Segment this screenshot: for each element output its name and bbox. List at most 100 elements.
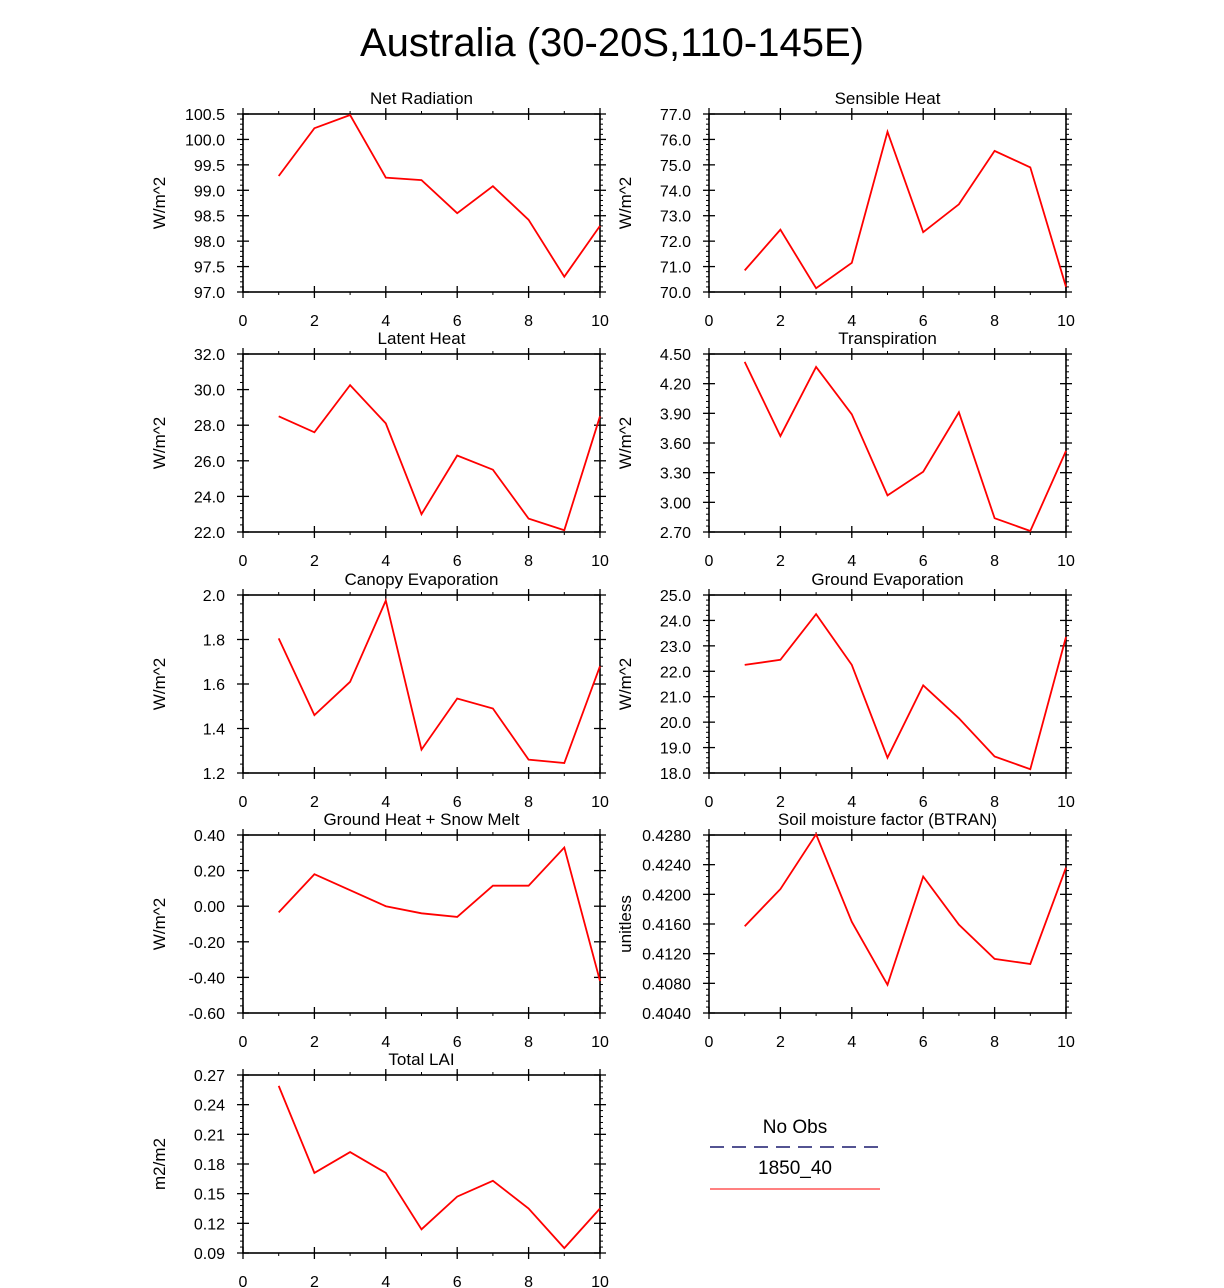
series-line-1850-40 xyxy=(744,832,1067,988)
panel-total-lai: Total LAI m2/m2 0 2 4 6 8 10 0.09 0.12 0.15 0.18 0.2… xyxy=(150,1050,609,1288)
y-axis-label: W/m^2 xyxy=(616,417,635,469)
y-axis-label: W/m^2 xyxy=(150,898,169,950)
x-tick-label: 6 xyxy=(453,1274,462,1288)
x-tick-label: 10 xyxy=(591,1274,609,1288)
y-tick-label: 25.0 xyxy=(660,588,691,605)
x-tick-label: 0 xyxy=(705,794,714,811)
x-tick-label: 4 xyxy=(381,553,390,570)
x-tick-label: 2 xyxy=(776,553,785,570)
panel-title: Ground Heat + Snow Melt xyxy=(323,810,519,829)
x-tick-label: 2 xyxy=(776,313,785,330)
panel-title: Total LAI xyxy=(388,1050,454,1069)
y-tick-label: 1.2 xyxy=(203,766,225,783)
y-axis-label: W/m^2 xyxy=(616,658,635,710)
y-tick-label: 2.0 xyxy=(203,588,225,605)
x-tick-label: 10 xyxy=(1057,313,1075,330)
y-axis-label: W/m^2 xyxy=(150,658,169,710)
y-axis-label: W/m^2 xyxy=(150,177,169,229)
x-tick-label: 10 xyxy=(591,313,609,330)
x-tick-label: 4 xyxy=(381,1274,390,1288)
y-tick-label: 73.0 xyxy=(660,209,691,226)
plot-frame xyxy=(708,353,1067,533)
x-tick-label: 0 xyxy=(239,1034,248,1051)
x-tick-label: 2 xyxy=(310,1274,319,1288)
x-tick-label: 8 xyxy=(524,794,533,811)
x-tick-label: 2 xyxy=(776,794,785,811)
y-tick-label: 20.0 xyxy=(660,715,691,732)
y-tick-label: 28.0 xyxy=(194,418,225,435)
x-tick-label: 0 xyxy=(239,313,248,330)
x-tick-label: 8 xyxy=(524,553,533,570)
x-tick-label: 6 xyxy=(453,1034,462,1051)
x-tick-label: 6 xyxy=(453,794,462,811)
x-tick-label: 0 xyxy=(239,1274,248,1288)
series-line-1850-40 xyxy=(278,383,601,532)
y-tick-label: 1.6 xyxy=(203,677,225,694)
y-tick-label: 4.50 xyxy=(660,347,691,364)
x-tick-label: 8 xyxy=(990,313,999,330)
y-tick-label: 0.4280 xyxy=(642,828,691,845)
x-tick-label: 4 xyxy=(847,794,856,811)
y-tick-label: 100.0 xyxy=(185,132,225,149)
x-tick-label: 8 xyxy=(990,553,999,570)
legend-label-1850-40: 1850_40 xyxy=(758,1158,832,1179)
x-tick-label: 8 xyxy=(990,794,999,811)
y-tick-label: 2.70 xyxy=(660,525,691,542)
legend: No Obs 1850_40 xyxy=(710,1117,880,1190)
x-tick-label: 2 xyxy=(310,313,319,330)
y-tick-label: -0.40 xyxy=(189,970,226,987)
x-tick-label: 0 xyxy=(705,553,714,570)
plot-frame xyxy=(242,113,601,293)
y-axis-label: unitless xyxy=(616,895,635,953)
x-tick-label: 10 xyxy=(591,1034,609,1051)
x-tick-label: 10 xyxy=(1057,553,1075,570)
panel-title: Latent Heat xyxy=(378,329,466,348)
x-tick-label: 6 xyxy=(453,313,462,330)
y-tick-label: 22.0 xyxy=(660,664,691,681)
y-tick-label: -0.20 xyxy=(189,935,226,952)
y-tick-label: 24.0 xyxy=(194,489,225,506)
y-tick-label: 0.4200 xyxy=(642,887,691,904)
x-tick-label: 0 xyxy=(239,553,248,570)
panel-transpiration: Transpiration W/m^2 0 2 4 6 8 10 2.70 3.00 3.30 3.6… xyxy=(616,329,1075,570)
y-tick-label: 0.4120 xyxy=(642,947,691,964)
x-tick-label: 2 xyxy=(776,1034,785,1051)
y-axis-label: m2/m2 xyxy=(150,1138,169,1190)
x-tick-label: 6 xyxy=(919,794,928,811)
plot-frame xyxy=(708,594,1067,774)
figure-title: Australia (30-20S,110-145E) xyxy=(360,21,864,65)
y-tick-label: 0.4240 xyxy=(642,858,691,875)
y-tick-label: 0.40 xyxy=(194,828,225,845)
x-tick-label: 8 xyxy=(990,1034,999,1051)
x-tick-label: 0 xyxy=(239,794,248,811)
y-tick-label: 30.0 xyxy=(194,383,225,400)
x-tick-label: 0 xyxy=(705,1034,714,1051)
y-tick-label: 0.24 xyxy=(194,1098,225,1115)
y-tick-label: 72.0 xyxy=(660,234,691,251)
panel-title: Transpiration xyxy=(838,329,937,348)
x-tick-label: 8 xyxy=(524,1274,533,1288)
x-tick-label: 4 xyxy=(847,553,856,570)
y-tick-label: 98.0 xyxy=(194,234,225,251)
y-tick-label: 0.12 xyxy=(194,1216,225,1233)
x-tick-label: 6 xyxy=(919,553,928,570)
y-tick-label: 77.0 xyxy=(660,107,691,124)
plot-frame xyxy=(242,834,601,1014)
y-tick-label: 3.90 xyxy=(660,406,691,423)
series-line-1850-40 xyxy=(277,597,601,764)
x-tick-label: 6 xyxy=(919,1034,928,1051)
legend-label-no-obs: No Obs xyxy=(763,1117,827,1138)
y-tick-label: 21.0 xyxy=(660,690,691,707)
panel-sensible-heat: Sensible Heat W/m^2 0 2 4 6 8 10 70.0 71.0 72.0 73.… xyxy=(616,89,1075,330)
x-tick-label: 4 xyxy=(381,1034,390,1051)
y-tick-label: 0.4080 xyxy=(642,976,691,993)
panel-title: Sensible Heat xyxy=(835,89,941,108)
y-tick-label: 100.5 xyxy=(185,107,225,124)
y-tick-label: 0.18 xyxy=(194,1157,225,1174)
plot-frame xyxy=(242,353,601,533)
y-tick-label: 0.09 xyxy=(194,1246,225,1263)
y-tick-label: 4.20 xyxy=(660,377,691,394)
y-tick-label: 23.0 xyxy=(660,639,691,656)
y-tick-label: 99.5 xyxy=(194,158,225,175)
y-tick-label: 0.00 xyxy=(194,899,225,916)
